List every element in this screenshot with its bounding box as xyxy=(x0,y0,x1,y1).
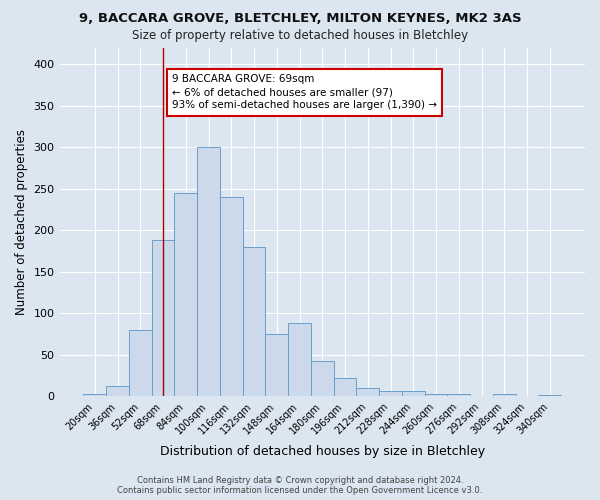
Text: Size of property relative to detached houses in Bletchley: Size of property relative to detached ho… xyxy=(132,29,468,42)
Bar xyxy=(402,392,425,396)
Bar xyxy=(334,378,356,396)
Bar xyxy=(175,193,197,396)
Text: 9 BACCARA GROVE: 69sqm
← 6% of detached houses are smaller (97)
93% of semi-deta: 9 BACCARA GROVE: 69sqm ← 6% of detached … xyxy=(172,74,437,110)
Bar xyxy=(288,324,311,396)
Bar xyxy=(493,394,515,396)
Text: Contains HM Land Registry data © Crown copyright and database right 2024.: Contains HM Land Registry data © Crown c… xyxy=(137,476,463,485)
Bar xyxy=(425,394,448,396)
Bar xyxy=(265,334,288,396)
Bar xyxy=(152,240,175,396)
Bar xyxy=(311,360,334,396)
Bar xyxy=(379,392,402,396)
Text: 9, BACCARA GROVE, BLETCHLEY, MILTON KEYNES, MK2 3AS: 9, BACCARA GROVE, BLETCHLEY, MILTON KEYN… xyxy=(79,12,521,26)
Bar xyxy=(242,247,265,396)
Bar xyxy=(83,394,106,396)
Y-axis label: Number of detached properties: Number of detached properties xyxy=(15,129,28,315)
X-axis label: Distribution of detached houses by size in Bletchley: Distribution of detached houses by size … xyxy=(160,444,485,458)
Text: Contains public sector information licensed under the Open Government Licence v3: Contains public sector information licen… xyxy=(118,486,482,495)
Bar xyxy=(197,147,220,396)
Bar xyxy=(448,394,470,396)
Bar xyxy=(106,386,129,396)
Bar xyxy=(129,330,152,396)
Bar xyxy=(356,388,379,396)
Bar xyxy=(538,394,561,396)
Bar xyxy=(220,197,242,396)
